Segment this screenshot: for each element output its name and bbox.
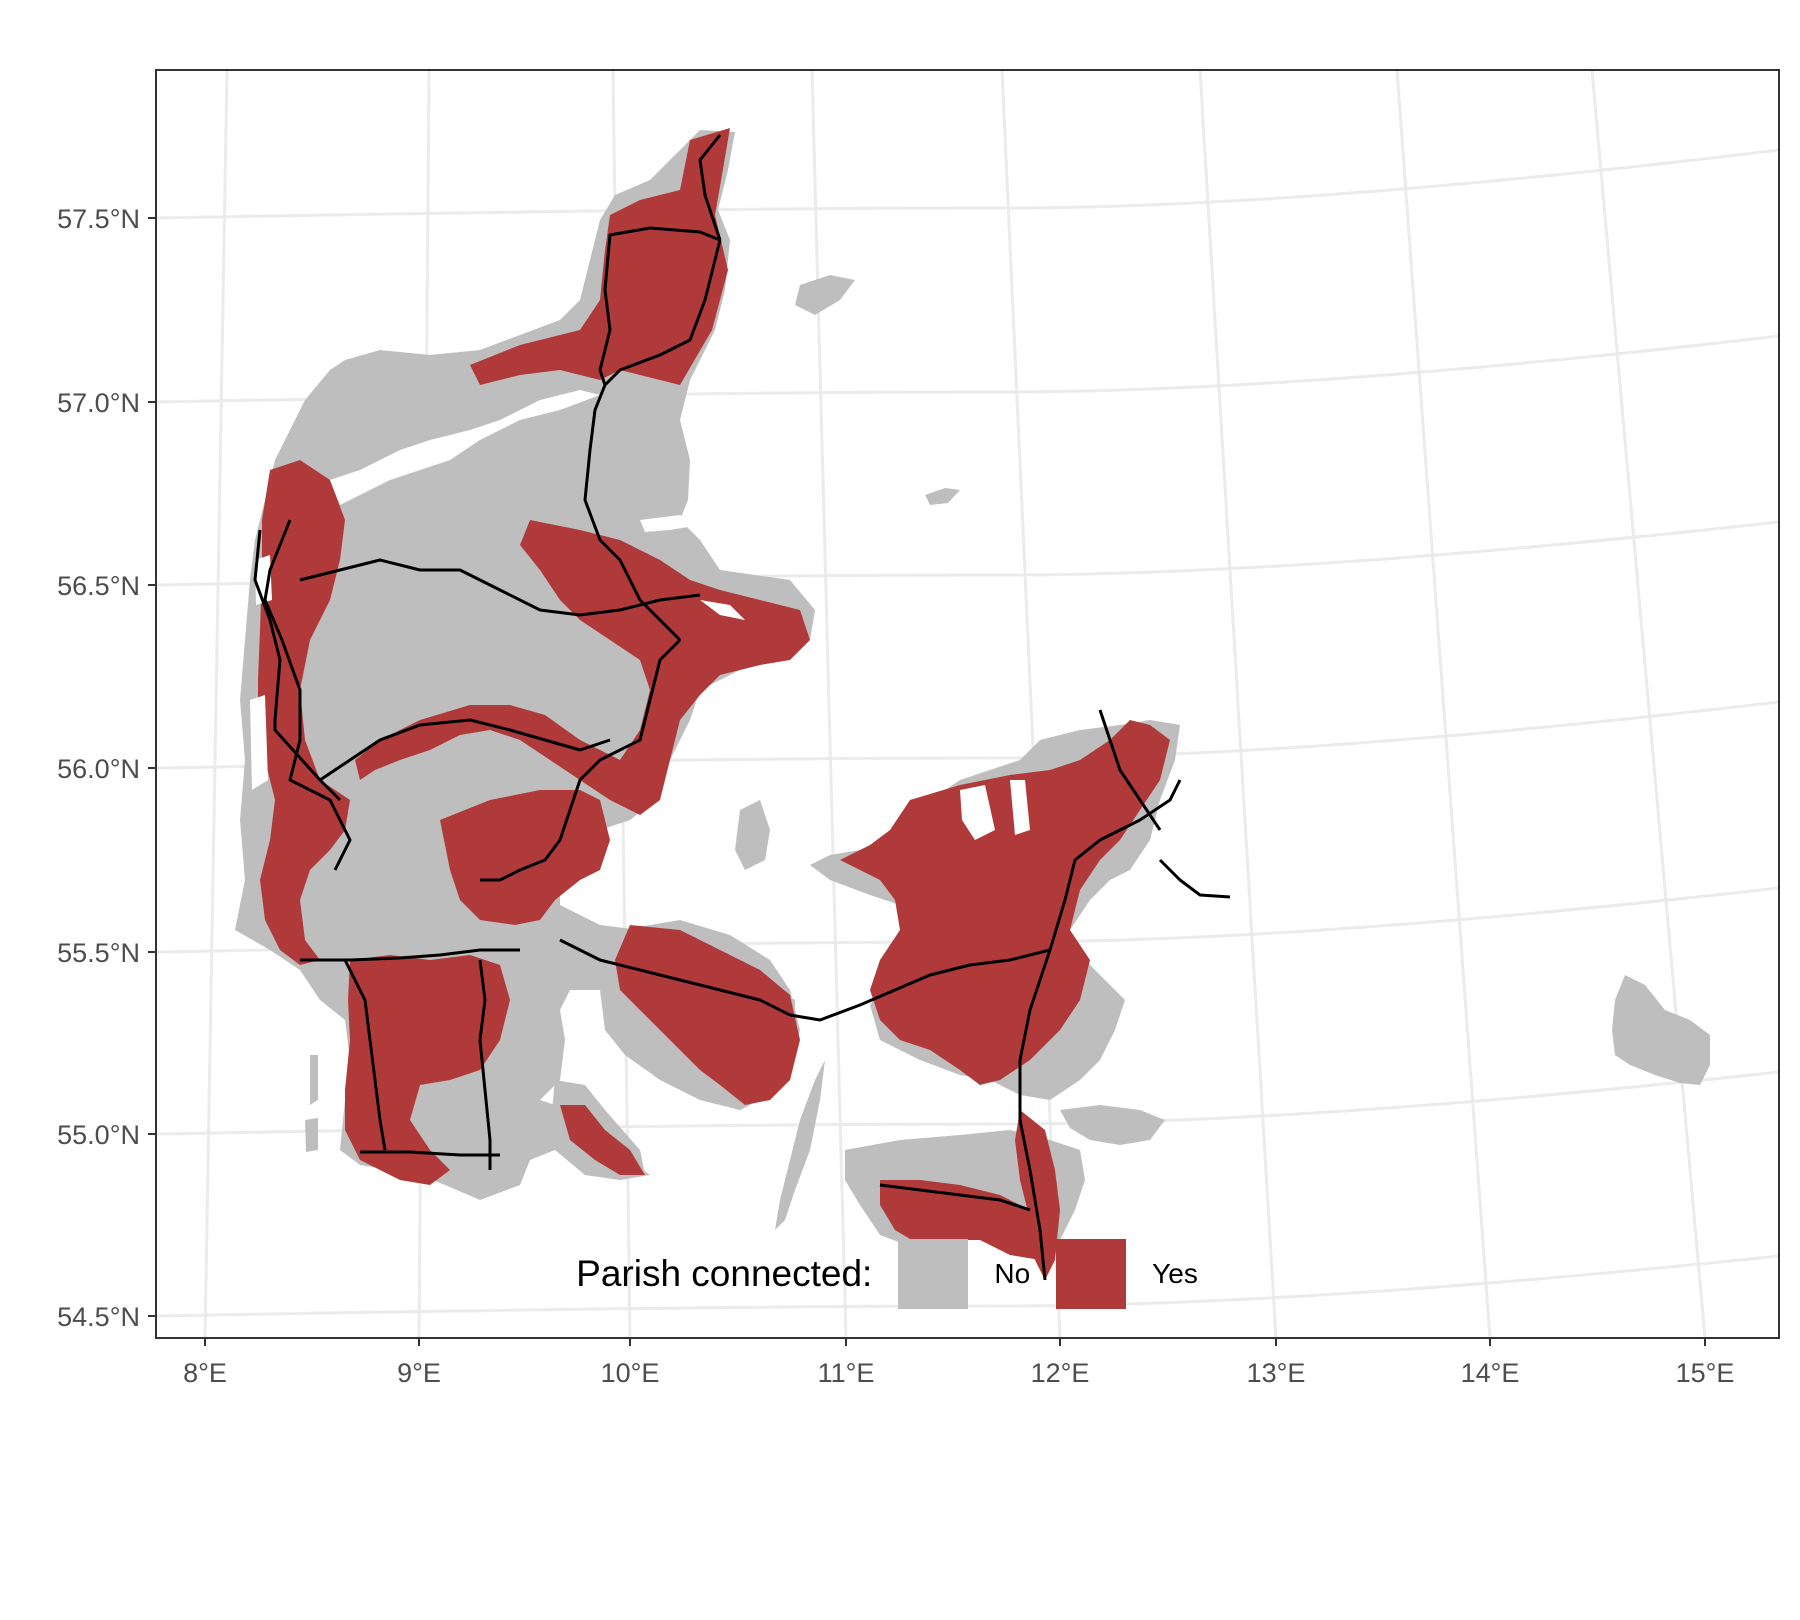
funen-belt: [615, 925, 800, 1105]
meridian-12E: [1000, 70, 1062, 1338]
mariager-fjord: [640, 515, 700, 532]
inland-water: [250, 390, 1030, 840]
panel-border: [155, 69, 1780, 1339]
rail-frederikshavn-aalborg: [603, 239, 722, 387]
laeso-island: [795, 275, 855, 315]
rail-great-belt: [789, 1003, 861, 1022]
mon-island: [1060, 1105, 1165, 1145]
parallel-57-5N: [156, 148, 1779, 220]
rail-zealand-south: [1018, 949, 1052, 1281]
north-jutland-corridor: [470, 128, 730, 385]
west-jutland-belt: [258, 460, 350, 965]
legend: Parish connected: No Yes: [0, 1234, 1800, 1314]
rail-west-coast: [253, 529, 342, 802]
x-tick-label: 15°E: [1676, 1358, 1735, 1388]
rail-south-jutland: [343, 959, 387, 1151]
meridian-15E: [1590, 70, 1707, 1338]
y-tick-label: 57.0°N: [57, 388, 140, 418]
rail-north-zealand: [1098, 709, 1162, 831]
x-tick-label: 10°E: [601, 1358, 660, 1388]
rail-east-coast: [480, 638, 682, 882]
limfjord: [330, 390, 600, 505]
x-tick-label: 12°E: [1031, 1358, 1090, 1388]
rail-lolland: [879, 1183, 1031, 1212]
legend-swatch-yes: [1056, 1239, 1127, 1309]
y-tick-label: 56.0°N: [57, 754, 140, 784]
legend-label-no: No: [994, 1258, 1031, 1289]
central-jutland-belt: [440, 790, 610, 925]
east-jutland-belt: [355, 520, 810, 815]
rail-zealand-main: [1048, 779, 1182, 951]
meridian-13E: [1198, 70, 1278, 1338]
rail-border: [360, 1150, 500, 1157]
samso-island: [735, 800, 770, 870]
rail-esbjerg-kolding: [300, 948, 520, 962]
romo-island: [305, 1118, 318, 1152]
legend-swatch-no: [898, 1239, 969, 1309]
x-tick-label: 9°E: [397, 1358, 441, 1388]
rail-copenhagen-malmo: [1158, 858, 1231, 899]
axis-ticks: [148, 217, 1706, 1346]
ringkobing-fjord: [250, 695, 268, 790]
zealand-belt: [840, 720, 1170, 1085]
y-tick-label: 55.0°N: [57, 1120, 140, 1150]
als-belt: [560, 1105, 645, 1175]
rail-fredericia-padborg: [478, 959, 492, 1170]
y-tick-label: 55.5°N: [57, 938, 140, 968]
rail-north-jutland: [598, 226, 721, 386]
rail-skagen-frederikshavn: [698, 134, 722, 241]
bornholm-island: [1612, 975, 1710, 1085]
y-axis-labels: 57.5°N 57.0°N 56.5°N 56.0°N 55.5°N 55.0°…: [57, 204, 140, 1332]
railway-network: [253, 134, 1231, 1281]
parallel-54-5N: [156, 1254, 1779, 1318]
langeland-island: [775, 1060, 825, 1230]
y-tick-label: 54.5°N: [57, 1302, 140, 1332]
fano-island: [310, 1055, 318, 1105]
x-tick-label: 13°E: [1247, 1358, 1306, 1388]
randers-fjord: [700, 600, 745, 620]
anholt-island: [925, 488, 960, 505]
y-tick-label: 56.5°N: [57, 571, 140, 601]
x-axis-labels: 8°E 9°E 10°E 11°E 12°E 13°E 14°E 15°E: [183, 1358, 1734, 1388]
rail-funen: [559, 938, 791, 1017]
parishes-connected: [258, 128, 1170, 1280]
rail-thy-line: [263, 519, 352, 871]
rail-zealand-west: [859, 948, 1051, 1007]
meridian-14E: [1395, 70, 1492, 1338]
south-jutland-belt: [345, 955, 510, 1185]
x-tick-label: 14°E: [1461, 1358, 1520, 1388]
rail-herning-aarhus: [319, 718, 611, 782]
roskilde-fjord: [1010, 780, 1030, 835]
isefjord: [960, 785, 995, 840]
x-tick-label: 8°E: [183, 1358, 227, 1388]
rail-aalborg-south: [583, 384, 682, 642]
x-tick-label: 11°E: [818, 1358, 875, 1388]
legend-label-yes: Yes: [1152, 1258, 1198, 1289]
rail-struer-viborg: [299, 558, 701, 617]
y-tick-label: 57.5°N: [57, 204, 140, 234]
jutland-landmass: [235, 130, 815, 1200]
meridian-8E: [203, 70, 229, 1338]
legend-title: Parish connected:: [576, 1253, 873, 1294]
